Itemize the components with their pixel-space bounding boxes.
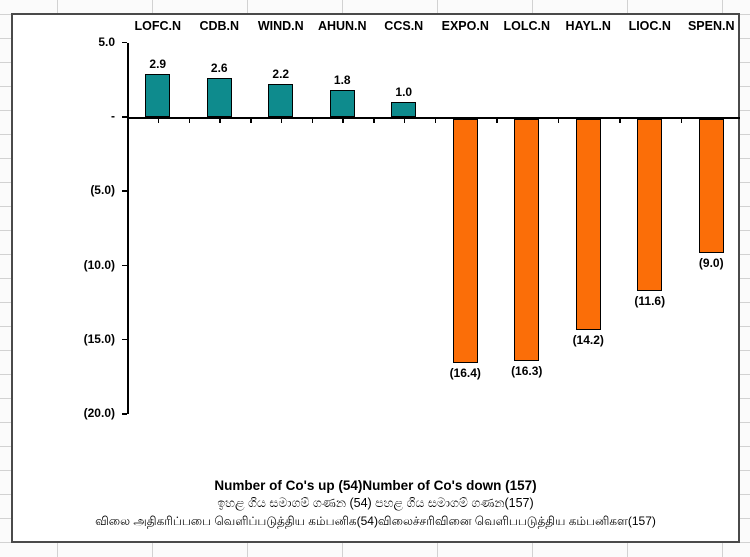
x-axis-tick-mark	[403, 119, 406, 123]
category-label: CDB.N	[199, 19, 240, 33]
y-axis-tick-label: (5.0)	[90, 183, 115, 198]
chart-frame: 5.0 - (5.0) (10.0) (15.0) (20.0) LOFC.N 2.9 CDB.…	[11, 13, 740, 543]
x-axis-tick-mark	[157, 119, 160, 123]
x-axis-tick-mark	[188, 119, 190, 123]
category-label: SPEN.N	[687, 19, 735, 33]
footer-summary-sinhala: ඉහළ ගිය සමාගම් ගණන (54) පහළ ගිය සමාගම් ග…	[217, 496, 534, 510]
x-axis-tick-mark	[557, 119, 559, 123]
y-axis-tick-mark	[122, 116, 127, 118]
x-axis-tick-mark	[280, 119, 283, 123]
bar-up	[145, 73, 171, 117]
x-axis-tick-mark	[250, 119, 252, 123]
x-axis-tick-mark	[311, 119, 313, 123]
x-axis-tick-mark	[434, 119, 436, 123]
y-axis-tick-label: (15.0)	[83, 331, 115, 346]
y-axis-tick-mark	[122, 338, 127, 341]
x-axis-tick-mark	[342, 119, 344, 123]
category-label: WIND.N	[257, 19, 304, 33]
value-label: (16.3)	[511, 364, 543, 379]
bar-up	[391, 102, 417, 117]
value-label: (9.0)	[698, 255, 724, 270]
category-label: LIOC.N	[628, 19, 671, 33]
x-axis-tick-mark	[373, 119, 375, 123]
zero-baseline	[127, 117, 740, 119]
y-axis-tick-mark	[122, 264, 127, 267]
footer-summary-tamil: விலை அதிகரிப்பபை வெளிப்படுத்திய கம்பனிக(…	[95, 514, 656, 528]
x-axis-tick-mark	[219, 119, 221, 123]
category-label: LOLC.N	[503, 19, 551, 33]
y-axis-tick-label: 5.0	[98, 34, 115, 49]
value-label: (16.4)	[449, 365, 481, 380]
category-label: EXPO.N	[441, 19, 489, 33]
category-label: HAYL.N	[565, 19, 611, 33]
value-label: 1.0	[395, 85, 413, 100]
value-label: 1.8	[333, 73, 351, 88]
footer-summary-english: Number of Co's up (54)Number of Co's dow…	[214, 478, 537, 493]
bar-up	[329, 90, 355, 117]
x-axis-tick-mark	[619, 119, 621, 123]
y-axis-tick-label: (20.0)	[83, 406, 115, 421]
x-axis-tick-mark	[496, 119, 498, 123]
bar-down	[575, 119, 601, 330]
bar-down	[637, 119, 663, 292]
value-label: 2.6	[210, 61, 228, 76]
category-label: AHUN.N	[317, 19, 367, 33]
plot-area: 5.0 - (5.0) (10.0) (15.0) (20.0) LOFC.N 2.9 CDB.…	[13, 15, 740, 541]
bar-down	[698, 119, 724, 253]
y-axis-tick-mark	[122, 190, 127, 192]
x-axis-tick-mark	[680, 119, 682, 123]
y-axis-line	[127, 43, 129, 414]
bar-down	[452, 119, 478, 363]
y-axis-tick-label: -	[111, 109, 115, 123]
category-label: LOFC.N	[134, 19, 182, 33]
y-axis-tick-label: (10.0)	[83, 257, 115, 272]
value-label: 2.2	[272, 67, 290, 82]
value-label: 2.9	[149, 56, 167, 71]
bar-down	[514, 119, 540, 362]
value-label: (14.2)	[572, 333, 604, 347]
bar-up	[268, 84, 294, 117]
y-axis-tick-mark	[122, 41, 127, 44]
y-axis-tick-mark	[122, 413, 127, 415]
bar-up	[206, 78, 232, 117]
value-label: (11.6)	[634, 294, 666, 309]
category-label: CCS.N	[384, 19, 424, 33]
